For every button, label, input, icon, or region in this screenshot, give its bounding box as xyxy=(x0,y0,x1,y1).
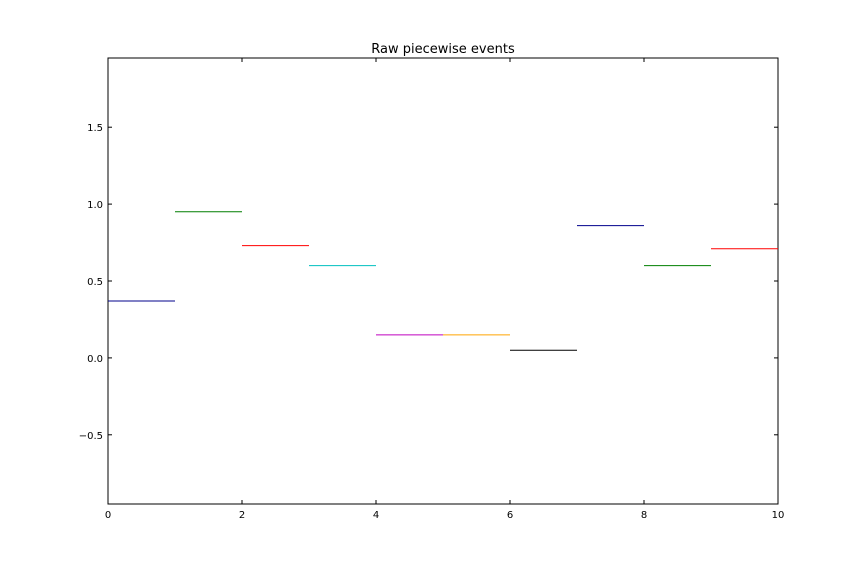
chart-title: Raw piecewise events xyxy=(371,42,515,57)
plot-area-frame xyxy=(107,57,779,505)
x-tick-label: 6 xyxy=(507,510,513,521)
data-segments-layer xyxy=(108,211,778,351)
y-tick-label: 1.5 xyxy=(87,123,103,134)
y-tick-label: 1.0 xyxy=(87,200,103,211)
y-tick-label: −0.5 xyxy=(79,431,103,442)
x-tick-label: 8 xyxy=(641,510,647,521)
x-tick-label: 2 xyxy=(239,510,245,521)
x-tick-label: 4 xyxy=(373,510,379,521)
y-tick-label: 0.5 xyxy=(87,277,103,288)
x-tick-label: 10 xyxy=(772,510,785,521)
y-tick-label: 0.0 xyxy=(87,354,103,365)
axis-ticks-layer: 0 2 4 6 8 10 −0.5 0.0 0.5 1.0 1.5 xyxy=(79,58,785,521)
x-tick-label: 0 xyxy=(105,510,111,521)
